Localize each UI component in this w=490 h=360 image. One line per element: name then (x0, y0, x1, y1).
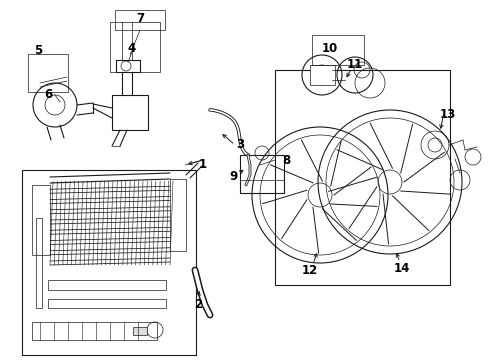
Text: 12: 12 (302, 264, 318, 276)
Bar (110, 22, 160, 72)
Text: 9: 9 (229, 171, 237, 184)
Text: 4: 4 (128, 41, 136, 54)
Bar (240, 155, 284, 193)
Bar (275, 70, 450, 285)
Text: 14: 14 (394, 261, 410, 274)
Bar (48, 280, 166, 290)
Text: 7: 7 (136, 12, 144, 24)
Text: 11: 11 (347, 58, 363, 72)
Bar (310, 65, 335, 85)
Bar (36, 218, 42, 308)
Bar (133, 327, 147, 335)
Bar (32, 185, 50, 255)
Text: 1: 1 (199, 158, 207, 171)
Bar (28, 54, 68, 92)
Text: 3: 3 (236, 139, 244, 152)
Bar (22, 170, 196, 355)
Bar (32, 322, 157, 340)
Bar (312, 35, 364, 65)
Text: 13: 13 (440, 108, 456, 122)
Text: 6: 6 (44, 89, 52, 102)
Bar (112, 95, 148, 130)
Text: 10: 10 (322, 41, 338, 54)
Text: 8: 8 (282, 153, 290, 166)
Bar (116, 60, 140, 72)
Bar (48, 299, 166, 308)
Text: 2: 2 (194, 298, 202, 311)
Bar (115, 10, 165, 30)
Bar (170, 179, 186, 251)
Text: 5: 5 (34, 44, 42, 57)
